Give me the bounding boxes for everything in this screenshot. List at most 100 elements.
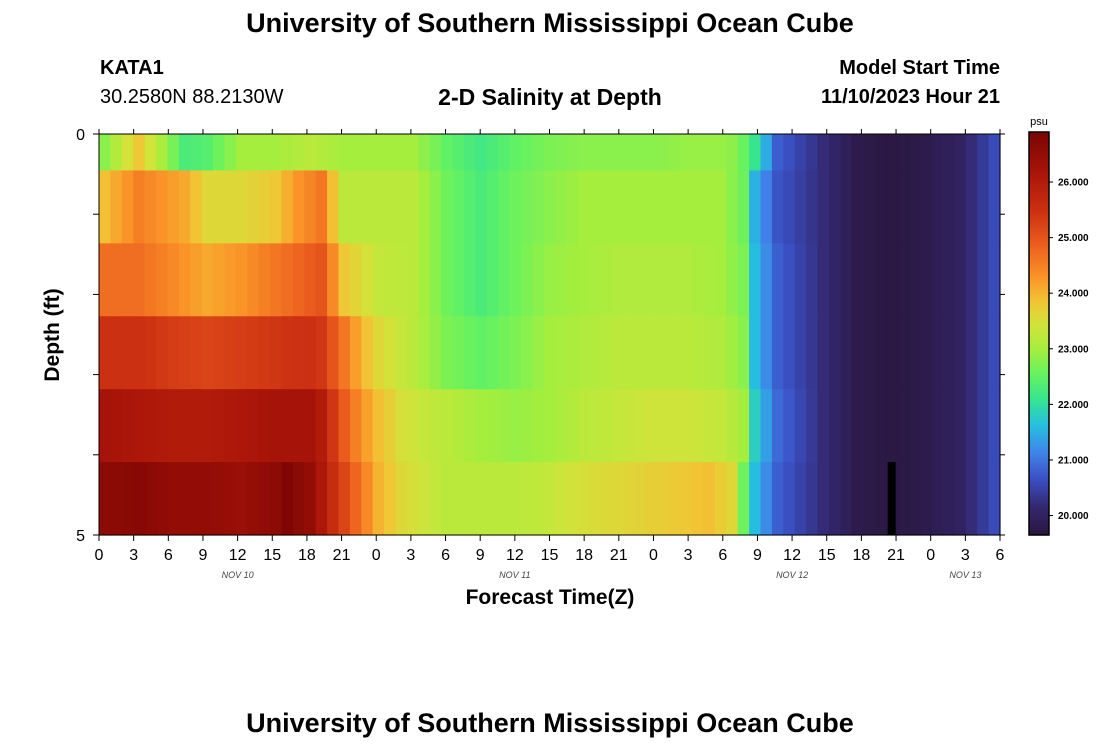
heatmap-cell bbox=[475, 134, 488, 172]
heatmap-cell bbox=[338, 316, 351, 390]
colorbar-tick-label: 25.000 bbox=[1058, 233, 1089, 244]
heatmap-cell bbox=[555, 170, 568, 244]
heatmap-cell bbox=[771, 134, 784, 172]
heatmap-cell bbox=[178, 170, 191, 244]
heatmap-cell bbox=[965, 170, 978, 244]
heatmap-cell bbox=[646, 170, 659, 244]
heatmap-cell bbox=[133, 316, 146, 390]
heatmap-cell bbox=[190, 462, 203, 536]
x-tick-label: 3 bbox=[129, 547, 138, 564]
heatmap-cell bbox=[635, 389, 648, 463]
heatmap-cell bbox=[384, 170, 397, 244]
heatmap-cell bbox=[213, 243, 226, 317]
heatmap-cell bbox=[828, 243, 841, 317]
heatmap-cell bbox=[600, 170, 613, 244]
heatmap-cell bbox=[486, 316, 499, 390]
heatmap-cell bbox=[304, 462, 317, 536]
heatmap-cell bbox=[863, 462, 876, 536]
heatmap-cell bbox=[714, 316, 727, 390]
heatmap-cell bbox=[874, 389, 887, 463]
heatmap-cell bbox=[418, 462, 431, 536]
heatmap-cell bbox=[133, 462, 146, 536]
heatmap-cell bbox=[897, 170, 910, 244]
date-label: NOV 10 bbox=[222, 570, 254, 580]
heatmap-cell bbox=[612, 134, 625, 172]
heatmap-cell bbox=[657, 316, 670, 390]
x-tick-label: 15 bbox=[263, 547, 281, 564]
heatmap-cell bbox=[361, 462, 374, 536]
heatmap-cell bbox=[475, 243, 488, 317]
model-start-value: 11/10/2023 Hour 21 bbox=[820, 86, 1000, 108]
heatmap-cell bbox=[726, 316, 739, 390]
heatmap-cell bbox=[669, 134, 682, 172]
heatmap-cell bbox=[931, 134, 944, 172]
heatmap-cell bbox=[520, 170, 533, 244]
x-tick-label: 18 bbox=[298, 547, 316, 564]
heatmap-cell bbox=[840, 316, 853, 390]
heatmap-cell bbox=[532, 243, 545, 317]
heatmap-cell bbox=[110, 170, 123, 244]
heatmap-cell bbox=[692, 170, 705, 244]
heatmap-cell bbox=[566, 134, 579, 172]
heatmap-cell bbox=[213, 389, 226, 463]
heatmap-cell bbox=[384, 462, 397, 536]
heatmap-cell bbox=[555, 462, 568, 536]
heatmap-cell bbox=[600, 389, 613, 463]
heatmap-cell bbox=[806, 389, 819, 463]
heatmap-cell bbox=[817, 243, 830, 317]
y-axis: 05 bbox=[76, 127, 1005, 545]
heatmap-cell bbox=[384, 389, 397, 463]
heatmap-cell bbox=[441, 462, 454, 536]
heatmap-cell bbox=[897, 316, 910, 390]
heatmap-cell bbox=[349, 462, 362, 536]
heatmap-cell bbox=[292, 243, 305, 317]
heatmap-cell bbox=[942, 316, 955, 390]
heatmap-cell bbox=[840, 462, 853, 536]
heatmap-cell bbox=[452, 243, 465, 317]
colorbar-unit: psu bbox=[1030, 116, 1048, 128]
heatmap-cell bbox=[509, 134, 522, 172]
heatmap-cell bbox=[418, 243, 431, 317]
heatmap-cells bbox=[99, 134, 1001, 536]
heatmap-cell bbox=[167, 170, 180, 244]
heatmap-cell bbox=[167, 462, 180, 536]
page-title: University of Southern Mississippi Ocean… bbox=[246, 8, 854, 38]
heatmap-cell bbox=[794, 243, 807, 317]
heatmap-cell bbox=[258, 170, 271, 244]
heatmap-cell bbox=[144, 134, 157, 172]
heatmap-cell bbox=[623, 316, 636, 390]
heatmap-cell bbox=[201, 243, 214, 317]
heatmap-cell bbox=[954, 243, 967, 317]
colorbar: psu 20.000 21.000 22.000 23.000 24.000 25.000 2… bbox=[1028, 116, 1089, 536]
heatmap-cell bbox=[749, 462, 762, 536]
heatmap-cell bbox=[555, 134, 568, 172]
heatmap-cell bbox=[863, 134, 876, 172]
heatmap-cell bbox=[806, 316, 819, 390]
heatmap-cell bbox=[646, 134, 659, 172]
heatmap-cell bbox=[395, 243, 408, 317]
heatmap-cell bbox=[635, 462, 648, 536]
date-label: NOV 11 bbox=[499, 570, 530, 580]
heatmap-cell bbox=[201, 462, 214, 536]
heatmap-cell bbox=[657, 134, 670, 172]
heatmap-cell bbox=[908, 316, 921, 390]
heatmap-cell bbox=[235, 316, 248, 390]
heatmap-cell bbox=[441, 316, 454, 390]
heatmap-cell bbox=[988, 134, 1001, 172]
heatmap-cell bbox=[737, 389, 750, 463]
heatmap-cell bbox=[578, 462, 591, 536]
x-tick-label: 9 bbox=[753, 547, 762, 564]
heatmap-cell bbox=[908, 462, 921, 536]
x-tick-label: 6 bbox=[164, 547, 173, 564]
heatmap-cell bbox=[931, 170, 944, 244]
heatmap-cell bbox=[384, 243, 397, 317]
heatmap-cell bbox=[726, 462, 739, 536]
heatmap-cell bbox=[178, 389, 191, 463]
heatmap-cell bbox=[965, 134, 978, 172]
heatmap-cell bbox=[452, 316, 465, 390]
heatmap-cell bbox=[566, 389, 579, 463]
heatmap-cell bbox=[201, 170, 214, 244]
heatmap-cell bbox=[726, 134, 739, 172]
heatmap-cell bbox=[178, 462, 191, 536]
heatmap-cell bbox=[931, 243, 944, 317]
